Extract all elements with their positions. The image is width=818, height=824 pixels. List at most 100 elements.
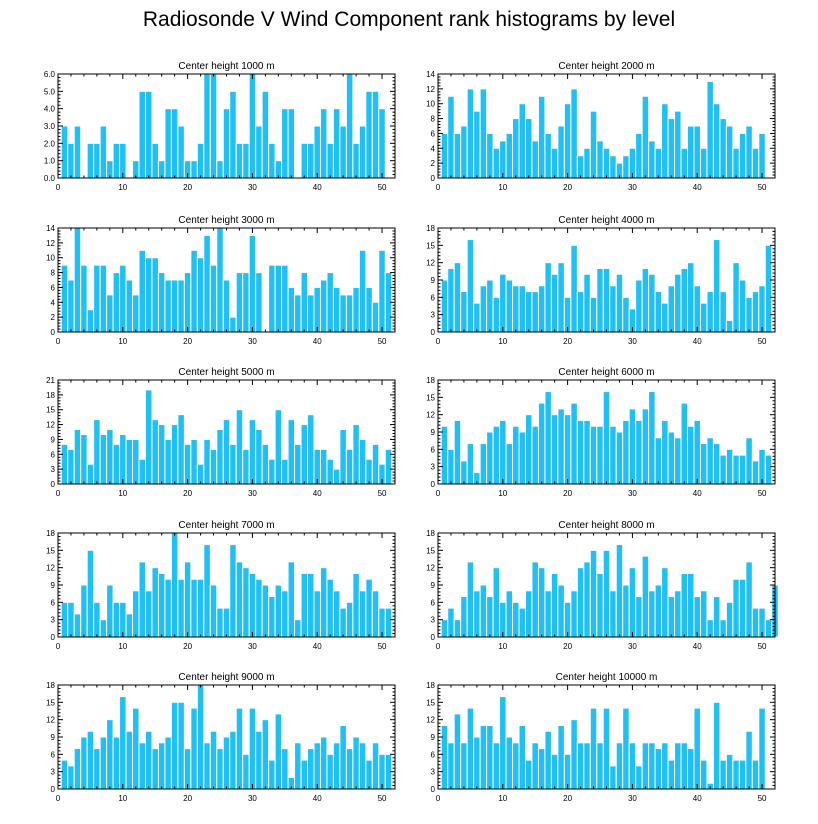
bar — [209, 73, 218, 179]
y-tick-label: 12 — [46, 239, 55, 248]
bar — [537, 285, 546, 333]
bar — [447, 95, 455, 179]
bar — [203, 73, 211, 179]
bar — [531, 140, 539, 179]
bar — [583, 273, 591, 333]
y-tick-label: 6 — [431, 129, 436, 138]
bar — [609, 765, 617, 790]
bar — [732, 454, 740, 485]
y-tick-label: 9 — [431, 428, 436, 437]
bar — [209, 448, 218, 485]
bar — [732, 262, 740, 333]
bar — [764, 454, 773, 485]
bar — [654, 584, 663, 638]
bar — [67, 279, 75, 333]
bar — [635, 765, 643, 790]
bar — [550, 572, 559, 638]
bar — [112, 142, 121, 179]
bar — [183, 272, 192, 333]
bar — [680, 147, 689, 179]
bar — [447, 742, 455, 790]
bar — [190, 578, 198, 638]
bar — [544, 262, 552, 333]
bar — [460, 460, 468, 485]
bar — [183, 561, 192, 638]
bar — [255, 730, 263, 790]
bar — [313, 742, 321, 790]
bar — [345, 294, 354, 333]
bar — [576, 155, 585, 179]
bar — [151, 567, 159, 638]
bar — [499, 273, 507, 333]
x-tick-label: 20 — [183, 642, 192, 651]
bar — [518, 607, 526, 638]
bar — [758, 707, 766, 790]
bar — [119, 433, 127, 485]
bar — [531, 561, 539, 638]
bar — [67, 142, 75, 179]
bar — [281, 590, 289, 638]
bar — [125, 279, 134, 333]
bar — [80, 736, 88, 790]
y-tick-label: 21 — [46, 376, 55, 385]
bar — [699, 759, 708, 790]
bar — [144, 257, 153, 333]
bar — [654, 748, 663, 790]
bar — [615, 544, 624, 638]
bar — [209, 584, 218, 638]
bar — [518, 724, 526, 790]
bar — [492, 147, 501, 179]
bar — [505, 590, 514, 638]
bar — [138, 561, 146, 638]
bar — [151, 419, 159, 485]
bar — [345, 448, 354, 485]
bar — [371, 301, 380, 333]
bar — [648, 140, 656, 179]
bar — [307, 572, 315, 638]
bar — [693, 596, 701, 638]
bar — [300, 142, 309, 179]
bar — [648, 391, 656, 485]
panel-title: Center height 9000 m — [178, 672, 274, 683]
bar — [492, 425, 501, 485]
panel-title: Center height 7000 m — [178, 520, 274, 531]
bar — [106, 160, 114, 179]
bar — [196, 142, 205, 179]
bar — [635, 279, 643, 333]
bar — [242, 142, 250, 179]
bar — [473, 302, 481, 333]
bar — [80, 584, 88, 638]
bar — [151, 257, 159, 333]
y-tick-label: 15 — [426, 546, 435, 555]
bar — [479, 443, 488, 485]
bar — [216, 607, 224, 638]
bar — [242, 567, 250, 638]
x-tick-label: 40 — [313, 183, 322, 192]
bar — [512, 425, 520, 485]
x-tick-label: 40 — [313, 642, 322, 651]
bar — [674, 273, 682, 333]
bar — [712, 596, 721, 638]
bar — [164, 438, 172, 485]
bar — [157, 272, 166, 333]
bar — [531, 425, 539, 485]
bar — [505, 736, 514, 790]
x-tick-label: 50 — [758, 794, 767, 803]
bar — [466, 239, 475, 333]
bar — [667, 431, 676, 485]
bar — [531, 291, 539, 333]
bar — [281, 264, 289, 333]
x-tick-label: 10 — [498, 337, 507, 346]
bar — [440, 724, 449, 790]
x-tick-label: 0 — [436, 642, 441, 651]
bar — [67, 601, 75, 638]
bar — [300, 272, 309, 333]
bar — [307, 748, 315, 790]
bar — [235, 561, 244, 638]
y-tick-label: 15 — [426, 241, 435, 250]
bar — [550, 753, 559, 790]
bar — [719, 759, 727, 790]
x-tick-label: 20 — [563, 642, 572, 651]
y-tick-label: 2 — [51, 313, 56, 322]
bar — [287, 561, 296, 638]
